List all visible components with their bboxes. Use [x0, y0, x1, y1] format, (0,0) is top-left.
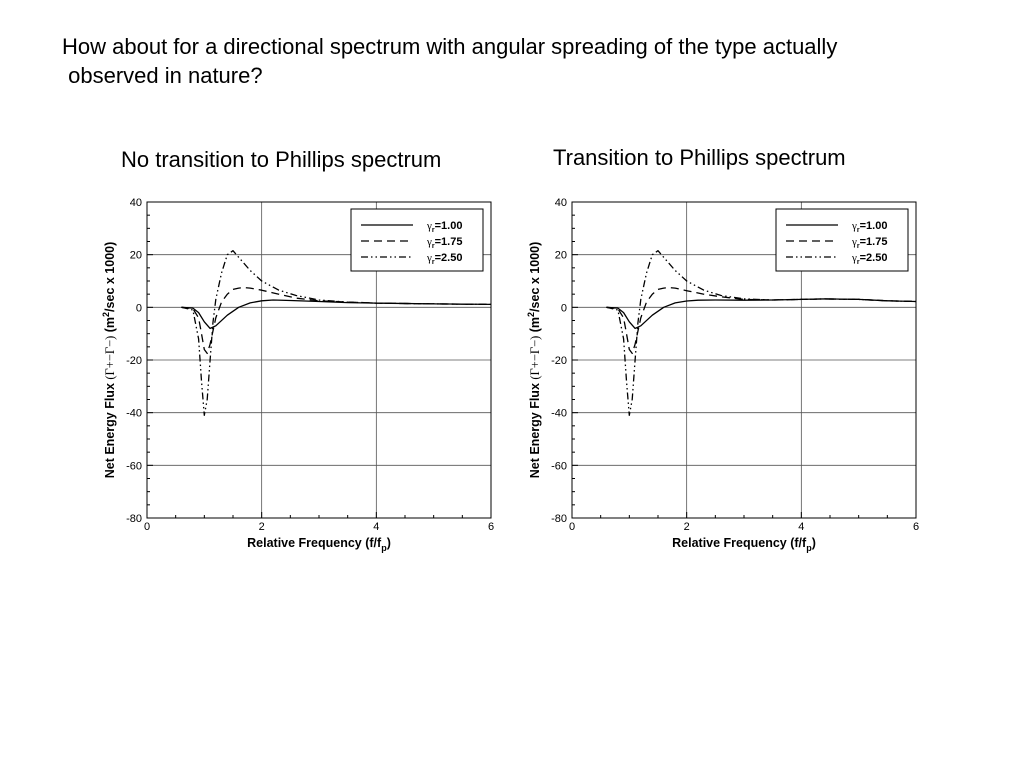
legend-label: γr=1.00 [426, 220, 462, 234]
slide-title: How about for a directional spectrum wit… [62, 34, 838, 88]
x-tick-label: 0 [569, 521, 575, 533]
energy-flux-chart-transition: 0 2 4 6 -80 -60 -40 -20 0 20 40 Relative Frequency … [526, 197, 919, 553]
chart-title-transition: Transition to Phillips spectrum [553, 145, 846, 170]
y-axis-title: Net Energy Flux (Γ+−Γ−) (m2/sec x 1000) [101, 242, 117, 479]
y-tick-label: -80 [126, 513, 142, 525]
energy-flux-chart-no-transition: 0 2 4 6 -80 -60 -40 -20 0 20 40 Relative Frequency … [101, 197, 494, 553]
x-axis-title: Relative Frequency (f/fp) [247, 536, 391, 553]
y-tick-label: -80 [551, 513, 567, 525]
x-tick-label: 6 [488, 521, 494, 533]
x-axis-title: Relative Frequency (f/fp) [672, 536, 816, 553]
x-tick-label: 2 [684, 521, 690, 533]
x-tick-label: 2 [259, 521, 265, 533]
y-tick-label: 40 [555, 197, 567, 209]
series-line-1-00 [606, 298, 917, 330]
legend-label: γr=2.50 [426, 252, 462, 266]
y-tick-label: 40 [130, 197, 142, 209]
x-tick-label: 4 [798, 521, 804, 533]
y-tick-label: -60 [126, 460, 142, 472]
x-tick-label: 4 [373, 521, 379, 533]
series-line-2-50 [606, 250, 917, 416]
legend-label: γr=1.75 [851, 236, 887, 250]
y-tick-label: 0 [561, 302, 567, 314]
y-tick-label: 20 [555, 250, 567, 262]
y-axis-title: Net Energy Flux (Γ+−Γ−) (m2/sec x 1000) [526, 242, 542, 479]
series-line-1-75 [606, 286, 917, 355]
y-tick-label: -40 [551, 408, 567, 420]
legend-box [350, 208, 484, 272]
chart-title-no-transition: No transition to Phillips spectrum [121, 147, 442, 172]
y-tick-label: -60 [551, 460, 567, 472]
legend-label: γr=1.00 [851, 220, 887, 234]
legend-box [775, 208, 909, 272]
y-tick-label: 20 [130, 250, 142, 262]
legend-label: γr=2.50 [851, 252, 887, 266]
y-tick-label: -20 [551, 355, 567, 367]
y-tick-label: -20 [126, 355, 142, 367]
series-line-2-50 [181, 250, 492, 416]
x-tick-label: 6 [913, 521, 919, 533]
series-line-1-75 [181, 286, 492, 355]
y-tick-label: 0 [136, 302, 142, 314]
x-tick-label: 0 [144, 521, 150, 533]
legend-label: γr=1.75 [426, 236, 462, 250]
y-tick-label: -40 [126, 408, 142, 420]
